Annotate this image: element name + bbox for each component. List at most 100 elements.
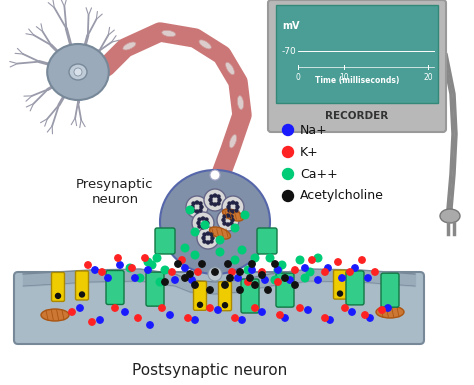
Circle shape — [237, 287, 243, 293]
FancyBboxPatch shape — [155, 228, 175, 254]
Circle shape — [237, 269, 243, 275]
Circle shape — [225, 261, 231, 267]
FancyBboxPatch shape — [14, 272, 424, 344]
FancyBboxPatch shape — [268, 0, 446, 132]
Circle shape — [222, 219, 225, 221]
FancyBboxPatch shape — [146, 272, 164, 306]
FancyBboxPatch shape — [381, 273, 399, 307]
Circle shape — [231, 201, 235, 204]
Circle shape — [249, 261, 255, 267]
Bar — [276, 5, 438, 103]
Ellipse shape — [216, 171, 223, 185]
Circle shape — [202, 236, 205, 239]
Circle shape — [117, 262, 123, 268]
Circle shape — [236, 206, 239, 209]
Circle shape — [292, 282, 298, 288]
Text: mV: mV — [282, 21, 300, 31]
Circle shape — [201, 226, 204, 229]
Circle shape — [135, 315, 141, 321]
Circle shape — [74, 68, 82, 76]
Text: Postsynaptic neuron: Postsynaptic neuron — [132, 363, 288, 378]
Circle shape — [99, 269, 105, 275]
Circle shape — [115, 255, 121, 261]
Circle shape — [203, 233, 206, 236]
Circle shape — [192, 212, 214, 234]
Circle shape — [349, 309, 355, 315]
Circle shape — [197, 221, 200, 224]
Circle shape — [159, 305, 165, 311]
Text: Ca++: Ca++ — [300, 167, 338, 181]
FancyBboxPatch shape — [193, 281, 207, 310]
Circle shape — [182, 275, 188, 281]
Text: Presynaptic
neuron: Presynaptic neuron — [76, 178, 154, 206]
Circle shape — [148, 261, 156, 269]
FancyBboxPatch shape — [334, 270, 346, 299]
Circle shape — [122, 309, 128, 315]
Circle shape — [283, 124, 293, 136]
Ellipse shape — [229, 134, 237, 148]
Circle shape — [192, 202, 195, 205]
Text: -70: -70 — [282, 47, 297, 55]
Circle shape — [185, 315, 191, 321]
Circle shape — [153, 254, 161, 262]
Circle shape — [241, 211, 249, 219]
FancyBboxPatch shape — [106, 271, 124, 305]
Circle shape — [322, 269, 328, 275]
Circle shape — [218, 199, 221, 201]
Circle shape — [191, 228, 199, 236]
Circle shape — [210, 202, 213, 205]
Circle shape — [231, 224, 239, 232]
Circle shape — [191, 251, 199, 259]
Circle shape — [266, 254, 274, 262]
Circle shape — [359, 257, 365, 263]
Ellipse shape — [210, 227, 230, 239]
Circle shape — [247, 275, 253, 281]
Circle shape — [315, 277, 321, 283]
Ellipse shape — [162, 30, 176, 37]
Circle shape — [216, 236, 224, 244]
Circle shape — [198, 225, 201, 228]
Circle shape — [282, 275, 288, 281]
Ellipse shape — [69, 64, 87, 80]
Circle shape — [210, 240, 213, 243]
FancyBboxPatch shape — [257, 228, 277, 254]
Circle shape — [245, 279, 251, 285]
Circle shape — [230, 215, 233, 218]
Circle shape — [132, 275, 138, 281]
Circle shape — [97, 317, 103, 323]
Circle shape — [223, 215, 226, 218]
Circle shape — [206, 221, 209, 224]
Circle shape — [352, 265, 358, 271]
Circle shape — [229, 269, 235, 275]
Circle shape — [239, 317, 245, 323]
Circle shape — [271, 276, 279, 284]
Ellipse shape — [123, 42, 136, 50]
Circle shape — [181, 244, 189, 252]
Circle shape — [187, 271, 193, 277]
Circle shape — [372, 269, 378, 275]
FancyBboxPatch shape — [75, 271, 89, 300]
Text: Time (milliseconds): Time (milliseconds) — [315, 76, 399, 85]
Circle shape — [283, 147, 293, 157]
Circle shape — [129, 265, 135, 271]
Circle shape — [322, 315, 328, 321]
Circle shape — [182, 265, 188, 271]
Circle shape — [337, 291, 343, 296]
Circle shape — [142, 255, 148, 261]
Circle shape — [199, 261, 205, 267]
Circle shape — [200, 206, 203, 209]
Circle shape — [209, 199, 212, 201]
Circle shape — [222, 303, 228, 308]
Circle shape — [217, 209, 239, 231]
FancyBboxPatch shape — [241, 279, 259, 313]
Circle shape — [161, 266, 169, 274]
Circle shape — [283, 169, 293, 179]
Circle shape — [283, 191, 293, 201]
Circle shape — [362, 312, 368, 318]
Circle shape — [169, 269, 175, 275]
Circle shape — [105, 275, 111, 281]
Circle shape — [195, 210, 199, 213]
Circle shape — [252, 282, 258, 288]
Circle shape — [205, 218, 208, 221]
Circle shape — [232, 315, 238, 321]
